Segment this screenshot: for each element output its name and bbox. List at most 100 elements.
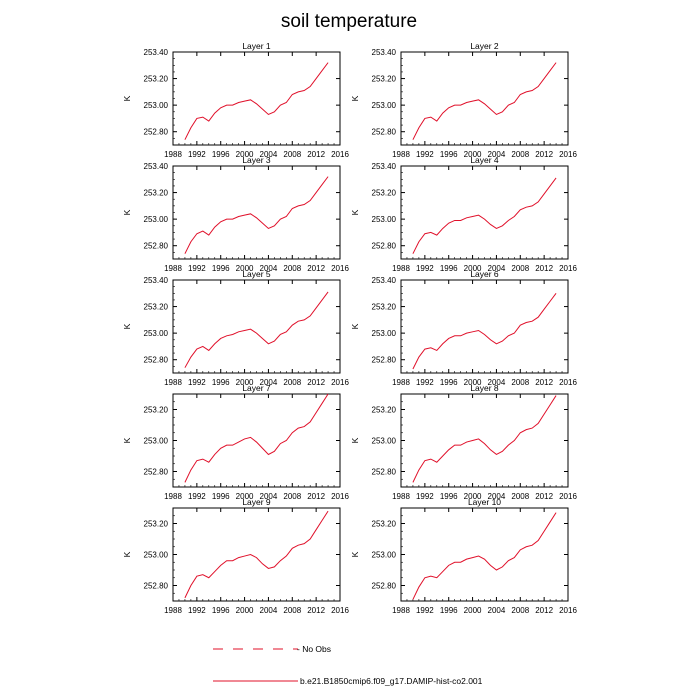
layer-1-xtick-label: 2016: [331, 150, 349, 159]
layer-5-frame: [172, 279, 341, 374]
layer-1-title: Layer 1: [242, 41, 271, 51]
layer-4-ylabel: K: [350, 209, 360, 215]
layer-8-xtick-label: 1992: [416, 492, 434, 501]
layer-9-xtick-label: 2000: [236, 606, 254, 615]
layer-10-ytick-label: 253.00: [372, 551, 397, 560]
layer-5-xtick-label: 2004: [260, 378, 278, 387]
layer-9-panel: 1988 1992 1996 2000 2004 2008 2012 2016 252.80 25…: [122, 497, 349, 615]
layer-9-series-line: [184, 510, 329, 599]
layer-8-xtick-label: 2012: [535, 492, 553, 501]
layer-5-ytick-label: 253.40: [144, 276, 169, 285]
layer-1-series-line: [184, 62, 329, 140]
layer-4-series-line: [412, 177, 557, 254]
layer-1-xtick-label: 2004: [260, 150, 278, 159]
layer-4-xtick-label: 1988: [392, 264, 410, 273]
layer-10-xtick-label: 1988: [392, 606, 410, 615]
layer-5-ytick-label: 253.00: [144, 329, 169, 338]
layer-8-xtick-label: 2008: [511, 492, 529, 501]
layer-3-ytick-label: 253.00: [144, 215, 169, 224]
layer-2-xtick-label: 2004: [488, 150, 506, 159]
layer-8-ytick-label: 252.80: [372, 468, 397, 477]
layer-9-xtick-label: 2016: [331, 606, 349, 615]
layer-6-xtick-label: 2000: [464, 378, 482, 387]
layer-8-title: Layer 8: [470, 383, 499, 393]
legend: - No Obs b.e21.B1850cmip6.f09_g17.DAMIP-…: [213, 644, 483, 686]
layer-3-series-line: [184, 176, 329, 254]
layer-3-ytick-label: 253.20: [144, 189, 169, 198]
layer-5-series-line: [184, 291, 329, 368]
layer-2-panel: 1988 1992 1996 2000 2004 2008 2012 2016 252.80 25…: [350, 41, 577, 159]
layer-10-panel: 1988 1992 1996 2000 2004 2008 2012 2016 252.80 25…: [350, 497, 577, 615]
layer-2-xtick-label: 1992: [416, 150, 434, 159]
layer-9-frame: [172, 507, 341, 602]
layer-7-xtick-label: 1988: [164, 492, 182, 501]
layer-6-panel: 1988 1992 1996 2000 2004 2008 2012 2016 252.80 25…: [350, 269, 577, 387]
layer-9-xtick-label: 2008: [283, 606, 301, 615]
layer-2-frame: [400, 51, 569, 146]
layer-1-ytick-label: 252.80: [144, 128, 169, 137]
layer-10-xtick-label: 1996: [440, 606, 458, 615]
layer-7-frame: [172, 393, 341, 488]
layer-5-ytick-label: 253.20: [144, 303, 169, 312]
layer-9-ytick-label: 252.80: [144, 582, 169, 591]
layer-10-xtick-label: 2000: [464, 606, 482, 615]
layer-3-xtick-label: 1988: [164, 264, 182, 273]
layer-4-xtick-label: 1992: [416, 264, 434, 273]
layer-4-xtick-label: 2012: [535, 264, 553, 273]
legend-label-case: b.e21.B1850cmip6.f09_g17.DAMIP-hist-co2.…: [300, 676, 483, 686]
layer-8-series-line: [412, 395, 557, 483]
layer-9-xtick-label: 1992: [188, 606, 206, 615]
layer-4-xtick-label: 2004: [488, 264, 506, 273]
layer-7-series-line: [184, 393, 329, 483]
layer-2-xtick-label: 2008: [511, 150, 529, 159]
layer-4-xtick-label: 2008: [511, 264, 529, 273]
layer-5-ylabel: K: [122, 323, 132, 329]
layer-7-ytick-label: 252.80: [144, 468, 169, 477]
layer-5-xtick-label: 2016: [331, 378, 349, 387]
layer-4-title: Layer 4: [470, 155, 499, 165]
layer-8-ytick-label: 253.20: [372, 406, 397, 415]
layer-2-ytick-label: 253.00: [372, 101, 397, 110]
layer-3-xtick-label: 2016: [331, 264, 349, 273]
layer-10-ylabel: K: [350, 551, 360, 557]
layer-3-panel: 1988 1992 1996 2000 2004 2008 2012 2016 252.80 25…: [122, 155, 349, 273]
layer-6-ytick-label: 253.40: [372, 276, 397, 285]
layer-2-xtick-label: 2016: [559, 150, 577, 159]
layer-6-ytick-label: 252.80: [372, 356, 397, 365]
layer-1-ytick-label: 253.20: [144, 75, 169, 84]
layer-8-ytick-label: 253.00: [372, 437, 397, 446]
layer-10-ytick-label: 252.80: [372, 582, 397, 591]
layer-5-xtick-label: 1988: [164, 378, 182, 387]
layer-2-xtick-label: 2012: [535, 150, 553, 159]
layer-2-title: Layer 2: [470, 41, 499, 51]
layer-1-ytick-label: 253.40: [144, 48, 169, 57]
layer-9-ytick-label: 253.00: [144, 551, 169, 560]
layer-4-ytick-label: 253.20: [372, 189, 397, 198]
layer-6-xtick-label: 1992: [416, 378, 434, 387]
layer-9-xtick-label: 2004: [260, 606, 278, 615]
layer-2-ytick-label: 253.40: [372, 48, 397, 57]
layer-9-xtick-label: 1988: [164, 606, 182, 615]
layer-7-ytick-label: 253.00: [144, 437, 169, 446]
layer-4-ytick-label: 252.80: [372, 242, 397, 251]
layer-9-xtick-label: 2012: [307, 606, 325, 615]
layer-5-xtick-label: 2008: [283, 378, 301, 387]
layer-3-ylabel: K: [122, 209, 132, 215]
layer-8-ylabel: K: [350, 437, 360, 443]
layer-10-xtick-label: 2012: [535, 606, 553, 615]
layer-2-xtick-label: 2000: [464, 150, 482, 159]
layer-2-ytick-label: 252.80: [372, 128, 397, 137]
layer-10-xtick-label: 2016: [559, 606, 577, 615]
figure-title: soil temperature: [281, 11, 417, 32]
layer-4-panel: 1988 1992 1996 2000 2004 2008 2012 2016 252.80 25…: [350, 155, 577, 273]
layer-10-xtick-label: 2008: [511, 606, 529, 615]
layer-9-ytick-label: 253.20: [144, 520, 169, 529]
layer-9-ylabel: K: [122, 551, 132, 557]
layer-7-xtick-label: 2016: [331, 492, 349, 501]
layer-1-xtick-label: 2012: [307, 150, 325, 159]
layer-7-ytick-label: 253.20: [144, 406, 169, 415]
layer-1-xtick-label: 1996: [212, 150, 230, 159]
layer-10-xtick-label: 1992: [416, 606, 434, 615]
layer-8-xtick-label: 2000: [464, 492, 482, 501]
